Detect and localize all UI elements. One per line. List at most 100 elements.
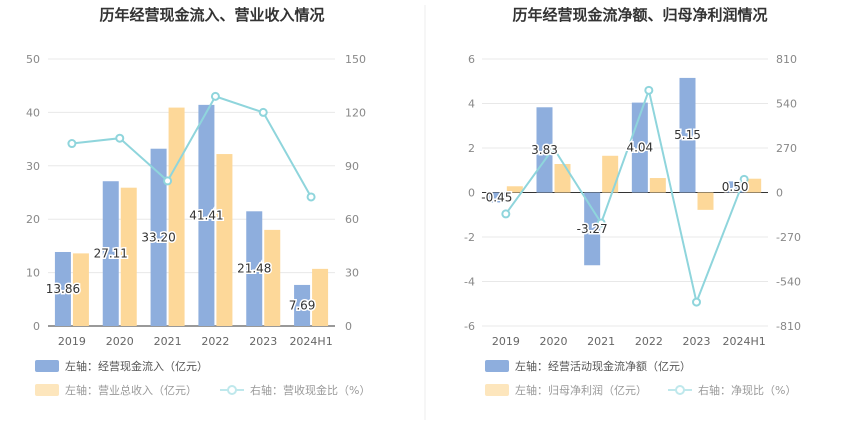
bar-secondary bbox=[168, 107, 185, 327]
bar-secondary bbox=[72, 253, 89, 326]
left-tick-label: -4 bbox=[464, 276, 475, 289]
bar-series bbox=[54, 104, 329, 327]
bar-primary bbox=[727, 181, 744, 193]
right-tick-label: 90 bbox=[345, 160, 359, 173]
line-series bbox=[67, 91, 316, 202]
netcashflow-profit-chart: 历年经营现金流净额、归母净利润情况 -6 -4 -2 0 2 4 6 -810 -540 -27… bbox=[464, 6, 801, 397]
category-label: 2024H1 bbox=[723, 335, 766, 348]
data-labels: 13.86 27.11 33.20 41.41 21.48 7.69 bbox=[44, 207, 317, 314]
legend-item-bar-b[interactable]: 左轴：归母净利润（亿元） bbox=[485, 383, 647, 397]
category-label: 2023 bbox=[249, 335, 277, 348]
category-label: 2019 bbox=[492, 335, 520, 348]
right-tick-label: 0 bbox=[345, 320, 352, 333]
line-point bbox=[210, 91, 220, 101]
bar-value-label: 41.41 bbox=[189, 208, 223, 222]
right-tick-label: 120 bbox=[345, 106, 366, 119]
left-tick-label: 30 bbox=[26, 160, 40, 173]
line-point bbox=[739, 174, 749, 184]
right-tick-label: -810 bbox=[776, 320, 801, 333]
bar-secondary bbox=[264, 229, 281, 326]
right-tick-label: 150 bbox=[345, 53, 366, 66]
category-label: 2020 bbox=[106, 335, 134, 348]
legend-swatch-bar-a bbox=[485, 360, 509, 372]
line-point bbox=[306, 192, 316, 202]
legend-label-line: 右轴：营收现金比（%） bbox=[250, 383, 370, 397]
right-tick-label: 30 bbox=[345, 267, 359, 280]
bar-primary bbox=[246, 211, 263, 326]
right-tick-label: 540 bbox=[776, 98, 797, 111]
category-label: 2019 bbox=[58, 335, 86, 348]
category-label: 2022 bbox=[635, 335, 663, 348]
line-point bbox=[115, 133, 125, 143]
left-tick-label: 2 bbox=[468, 142, 475, 155]
line-point bbox=[501, 209, 511, 219]
left-tick-label: 0 bbox=[33, 320, 40, 333]
legend-swatch-line-marker bbox=[227, 385, 237, 395]
bar-secondary bbox=[554, 164, 571, 193]
legend-item-bar-b[interactable]: 左轴：营业总收入（亿元） bbox=[35, 383, 197, 397]
line-path bbox=[505, 86, 746, 306]
bar-primary bbox=[198, 104, 215, 326]
legend-swatch-line-marker bbox=[675, 385, 685, 395]
legend-label-bar-a: 左轴：经营现金流入（亿元） bbox=[65, 359, 208, 373]
gridlines bbox=[482, 58, 768, 327]
bar-primary bbox=[294, 284, 311, 326]
right-tick-label: 270 bbox=[776, 142, 797, 155]
legend-swatch-bar-b bbox=[35, 384, 59, 396]
legend-label-bar-b: 左轴：营业总收入（亿元） bbox=[65, 383, 197, 397]
chart-title: 历年经营现金流入、营业收入情况 bbox=[99, 6, 324, 24]
legend-swatch-bar-a bbox=[35, 360, 59, 372]
bar-value-label: 3.83 bbox=[531, 143, 558, 157]
right-tick-label: 810 bbox=[776, 53, 797, 66]
bar-secondary bbox=[506, 186, 523, 193]
legend-label-bar-b: 左轴：归母净利润（亿元） bbox=[515, 383, 647, 397]
bar-primary bbox=[150, 148, 167, 326]
legend-label-bar-a: 左轴：经营活动现金流净额（亿元） bbox=[515, 359, 691, 373]
bar-primary bbox=[536, 107, 553, 193]
legend-label-line: 右轴：净现比（%） bbox=[698, 383, 796, 397]
category-label: 2023 bbox=[683, 335, 711, 348]
left-axis-ticks: 0 10 20 30 40 50 bbox=[26, 53, 40, 333]
line-point bbox=[258, 107, 268, 117]
bar-value-label: -3.27 bbox=[577, 222, 608, 236]
category-labels: 2019 2020 2021 2022 2023 2024H1 bbox=[492, 335, 766, 348]
category-labels: 2019 2020 2021 2022 2023 2024H1 bbox=[58, 335, 333, 348]
legend: 左轴：经营活动现金流净额（亿元） 左轴：归母净利润（亿元） 右轴：净现比（%） bbox=[485, 359, 796, 397]
left-tick-label: 0 bbox=[468, 187, 475, 200]
bar-secondary bbox=[697, 192, 714, 210]
bar-secondary bbox=[120, 187, 137, 326]
bar-value-label: 33.20 bbox=[141, 230, 175, 244]
line-point bbox=[163, 176, 173, 186]
line-point bbox=[644, 85, 654, 95]
legend-item-line[interactable]: 右轴：营收现金比（%） bbox=[220, 383, 370, 397]
line-point bbox=[549, 143, 558, 153]
cashflow-revenue-chart: 历年经营现金流入、营业收入情况 0 10 20 30 40 50 0 30 60 90 120 15… bbox=[26, 6, 370, 397]
bar-value-label: 21.48 bbox=[237, 262, 271, 276]
bar-primary bbox=[102, 181, 119, 326]
chart-title: 历年经营现金流净额、归母净利润情况 bbox=[512, 6, 767, 24]
category-label: 2022 bbox=[201, 335, 229, 348]
bar-value-label: 7.69 bbox=[289, 298, 316, 312]
line-point bbox=[596, 218, 606, 228]
category-label: 2024H1 bbox=[289, 335, 332, 348]
line-path bbox=[71, 95, 312, 198]
gridlines bbox=[48, 58, 335, 327]
left-tick-label: -6 bbox=[464, 320, 475, 333]
bar-secondary bbox=[216, 154, 233, 326]
legend: 左轴：经营现金流入（亿元） 左轴：营业总收入（亿元） 右轴：营收现金比（%） bbox=[35, 359, 370, 397]
line-point bbox=[692, 297, 701, 307]
bar-value-label: 5.15 bbox=[674, 128, 701, 142]
right-axis-ticks: 0 30 60 90 120 150 bbox=[345, 53, 366, 333]
legend-item-bar-a[interactable]: 左轴：经营现金流入（亿元） bbox=[35, 359, 208, 373]
legend-swatch-bar-b bbox=[485, 384, 509, 396]
legend-item-bar-a[interactable]: 左轴：经营活动现金流净额（亿元） bbox=[485, 359, 691, 373]
legend-item-line[interactable]: 右轴：净现比（%） bbox=[668, 383, 796, 397]
bar-primary bbox=[679, 77, 696, 193]
bar-value-label: -0.45 bbox=[481, 191, 512, 205]
right-axis-ticks: -810 -540 -270 0 270 540 810 bbox=[776, 53, 801, 333]
bar-secondary bbox=[649, 178, 666, 193]
left-tick-label: 6 bbox=[468, 53, 475, 66]
right-tick-label: 60 bbox=[345, 213, 359, 226]
left-axis-ticks: -6 -4 -2 0 2 4 6 bbox=[464, 53, 475, 333]
